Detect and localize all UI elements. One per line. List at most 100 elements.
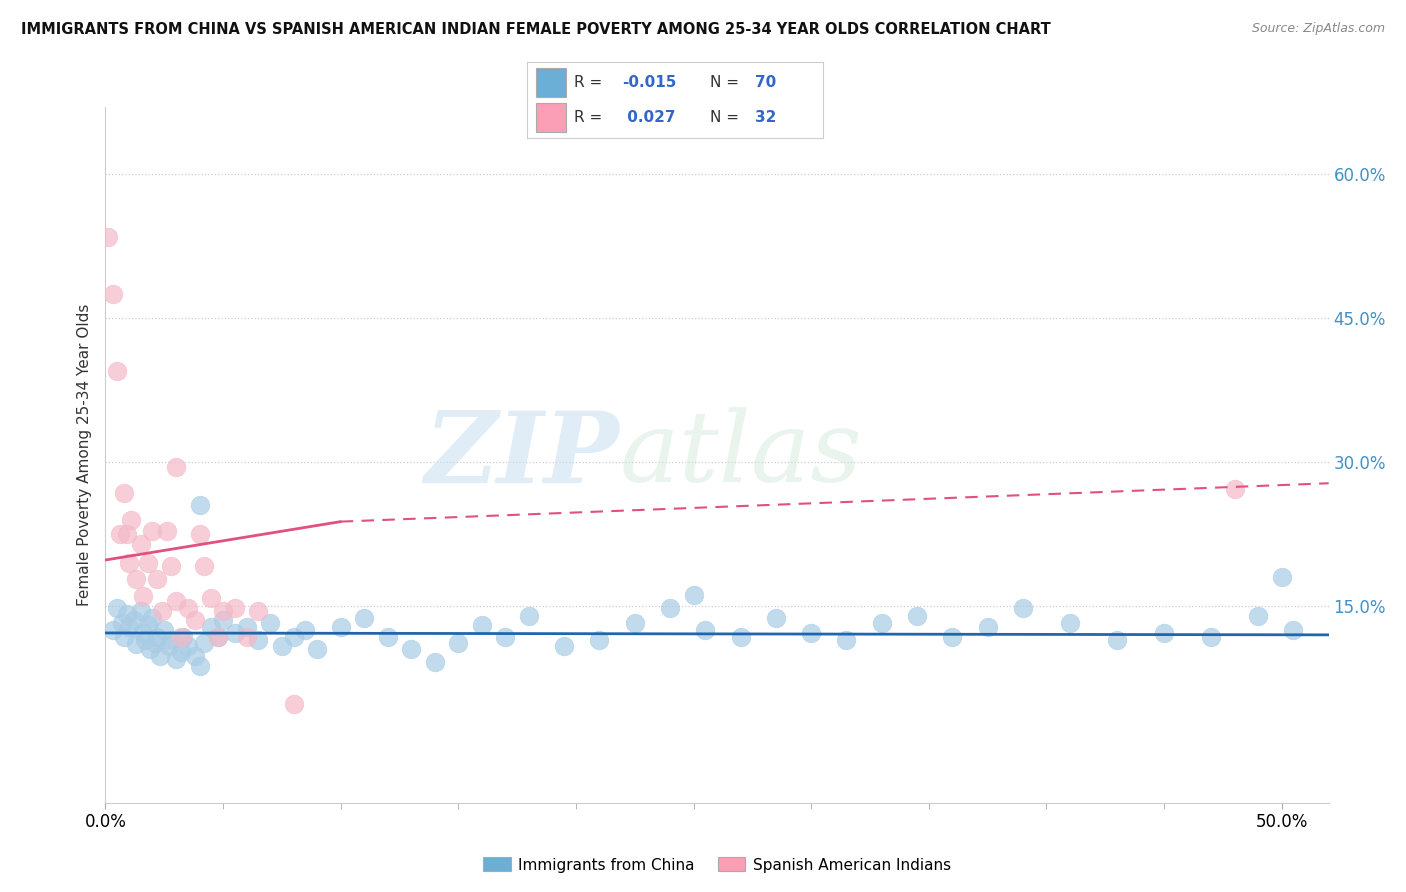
Point xyxy=(200,591,222,606)
FancyBboxPatch shape xyxy=(536,68,565,96)
Point xyxy=(188,658,211,673)
Point xyxy=(1059,616,1081,631)
Point xyxy=(172,630,194,644)
Point xyxy=(423,655,446,669)
Point xyxy=(1271,570,1294,584)
Point xyxy=(111,616,134,631)
Point xyxy=(122,614,145,628)
Point xyxy=(294,623,316,637)
Point xyxy=(136,618,159,632)
Point xyxy=(120,513,142,527)
Point xyxy=(401,642,423,657)
Point xyxy=(200,620,222,634)
Text: R =: R = xyxy=(575,111,607,125)
Point xyxy=(165,594,187,608)
Point xyxy=(150,604,173,618)
Point xyxy=(905,608,928,623)
Point xyxy=(623,616,645,631)
Point xyxy=(307,642,329,657)
Text: Source: ZipAtlas.com: Source: ZipAtlas.com xyxy=(1251,22,1385,36)
Point xyxy=(188,527,211,541)
Text: N =: N = xyxy=(710,111,744,125)
Y-axis label: Female Poverty Among 25-34 Year Olds: Female Poverty Among 25-34 Year Olds xyxy=(76,304,91,606)
Point xyxy=(132,626,155,640)
Point xyxy=(941,630,963,644)
Text: N =: N = xyxy=(710,75,744,90)
Point xyxy=(101,623,124,637)
Text: atlas: atlas xyxy=(619,408,862,502)
Text: 70: 70 xyxy=(755,75,776,90)
Point xyxy=(247,632,270,647)
Point xyxy=(146,572,169,586)
Point xyxy=(165,459,187,474)
Point xyxy=(235,630,257,644)
Point xyxy=(141,610,163,624)
Point xyxy=(976,620,998,634)
Point xyxy=(377,630,399,644)
Point xyxy=(184,648,207,663)
FancyBboxPatch shape xyxy=(536,103,565,132)
Point xyxy=(139,642,162,657)
Point xyxy=(1282,623,1305,637)
Point xyxy=(141,524,163,539)
Point xyxy=(134,632,156,647)
Point xyxy=(129,604,152,618)
Point xyxy=(471,618,494,632)
Point xyxy=(105,364,128,378)
Point xyxy=(259,616,281,631)
Point xyxy=(129,537,152,551)
Point xyxy=(193,635,215,649)
Point xyxy=(177,640,200,654)
Point xyxy=(177,601,200,615)
Point xyxy=(283,630,305,644)
Point xyxy=(695,623,717,637)
Point xyxy=(224,601,246,615)
Text: IMMIGRANTS FROM CHINA VS SPANISH AMERICAN INDIAN FEMALE POVERTY AMONG 25-34 YEAR: IMMIGRANTS FROM CHINA VS SPANISH AMERICA… xyxy=(21,22,1050,37)
Point xyxy=(188,498,211,512)
Text: ZIP: ZIP xyxy=(425,407,619,503)
Point xyxy=(146,630,169,644)
Point xyxy=(157,640,180,654)
Point xyxy=(97,229,120,244)
Point xyxy=(101,287,124,301)
Point xyxy=(108,527,131,541)
Point xyxy=(207,630,229,644)
Point xyxy=(160,632,183,647)
Point xyxy=(1011,601,1033,615)
Point xyxy=(112,485,135,500)
Point xyxy=(118,620,141,634)
Point xyxy=(184,614,207,628)
Point xyxy=(800,626,823,640)
Point xyxy=(170,630,193,644)
Point xyxy=(270,640,292,654)
Point xyxy=(118,556,141,570)
Point xyxy=(224,626,246,640)
Point xyxy=(160,558,183,573)
Point xyxy=(353,610,375,624)
Point xyxy=(835,632,858,647)
Point xyxy=(136,556,159,570)
Text: 32: 32 xyxy=(755,111,776,125)
Point xyxy=(132,590,155,604)
Point xyxy=(447,635,470,649)
Point xyxy=(212,614,235,628)
Point xyxy=(730,630,752,644)
Point xyxy=(155,524,177,539)
Point xyxy=(1223,482,1246,496)
Text: 0.027: 0.027 xyxy=(621,111,675,125)
Point xyxy=(112,630,135,644)
Point xyxy=(870,616,893,631)
Point xyxy=(115,527,138,541)
Point xyxy=(329,620,352,634)
Point xyxy=(105,601,128,615)
Point xyxy=(170,645,193,659)
Point xyxy=(193,558,215,573)
Legend: Immigrants from China, Spanish American Indians: Immigrants from China, Spanish American … xyxy=(477,851,957,879)
Point xyxy=(1247,608,1270,623)
Point xyxy=(1199,630,1222,644)
Point xyxy=(115,607,138,621)
Point xyxy=(148,648,170,663)
Point xyxy=(494,630,516,644)
Point xyxy=(659,601,682,615)
Point xyxy=(153,623,176,637)
